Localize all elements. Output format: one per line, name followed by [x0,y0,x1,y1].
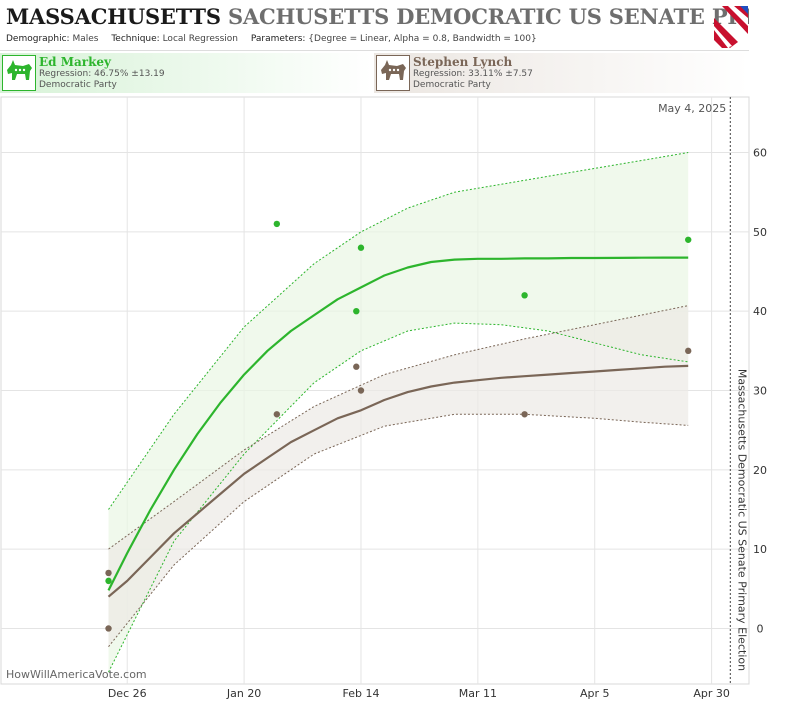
chart-header: MASSACHUSETTS SACHUSETTS DEMOCRATIC US S… [0,0,749,50]
candidate-party: Democratic Party [39,80,117,90]
confidence-band [108,305,689,647]
poll-point [105,577,112,585]
confidence-upper-line [108,152,689,510]
confidence-band [108,152,689,673]
y-tick-label: 50 [753,226,767,239]
demographic-value: Males [72,34,99,44]
trend-line [107,256,689,591]
election-side-label: Massachusetts Democratic US Senate Prima… [735,369,748,671]
poll-point [521,292,528,299]
title-state: MASSACHUSETTS [6,4,221,29]
poll-point [685,347,692,355]
confidence-upper-line [108,305,689,550]
election-date-label: May 4, 2025 [658,102,726,115]
candidate-card-markey: Ed Markey Regression: 46.75% ±13.19 Demo… [0,53,372,93]
parameters-value: {Degree = Linear, Alpha = 0.8, Bandwidth… [308,34,537,44]
candidate-card-lynch: Stephen Lynch Regression: 33.11% ±7.57 D… [374,53,749,93]
y-tick-label: 0 [757,622,764,635]
y-tick-label: 10 [753,543,767,556]
x-tick-label: Apr 30 [693,687,730,700]
poll-point [105,569,112,577]
poll-point [357,387,365,394]
poll-point [353,307,360,315]
header-divider [0,50,749,51]
donkey-icon [2,55,36,91]
donkey-icon [376,55,410,91]
technique-value: Local Regression [162,34,238,44]
y-tick-label: 60 [753,147,767,160]
candidate-name: Ed Markey [39,55,112,69]
technique-label: Technique: [111,34,160,44]
y-tick-label: 20 [753,464,767,477]
candidate-regression: Regression: 46.75% ±13.19 [39,69,165,79]
y-tick-label: 30 [753,385,767,398]
parameters-line: Demographic: Males Technique: Local Regr… [6,34,537,44]
candidate-name: Stephen Lynch [413,55,513,69]
poll-point [105,625,112,632]
poll-point [273,220,281,228]
parameters-label: Parameters: [250,34,306,44]
regression-chart: 0 10 20 30 40 50 60 Dec 26 Jan 20 Feb 14 Mar 11 Apr… [0,96,767,700]
site-watermark: HowWillAmericaVote.com [6,668,147,681]
candidate-party: Democratic Party [413,80,491,90]
chart-title: MASSACHUSETTS SACHUSETTS DEMOCRATIC US S… [6,4,749,29]
demographic-label: Demographic: [6,34,70,44]
x-tick-label: Feb 14 [342,687,379,700]
title-race: SACHUSETTS DEMOCRATIC US SENATE PRIM [227,4,749,29]
x-tick-label: Mar 11 [459,687,497,700]
trend-line [107,364,689,598]
us-flag-logo [714,6,748,48]
poll-point [521,411,528,418]
poll-point [685,236,692,243]
x-tick-label: Jan 20 [226,687,261,700]
x-tick-label: Dec 26 [108,687,147,700]
confidence-lower-line [108,322,689,673]
candidate-regression: Regression: 33.11% ±7.57 [413,69,533,79]
poll-point [273,411,281,418]
y-tick-label: 40 [753,305,767,318]
poll-point [353,363,360,370]
poll-point [357,244,365,251]
x-tick-label: Apr 5 [580,687,610,700]
